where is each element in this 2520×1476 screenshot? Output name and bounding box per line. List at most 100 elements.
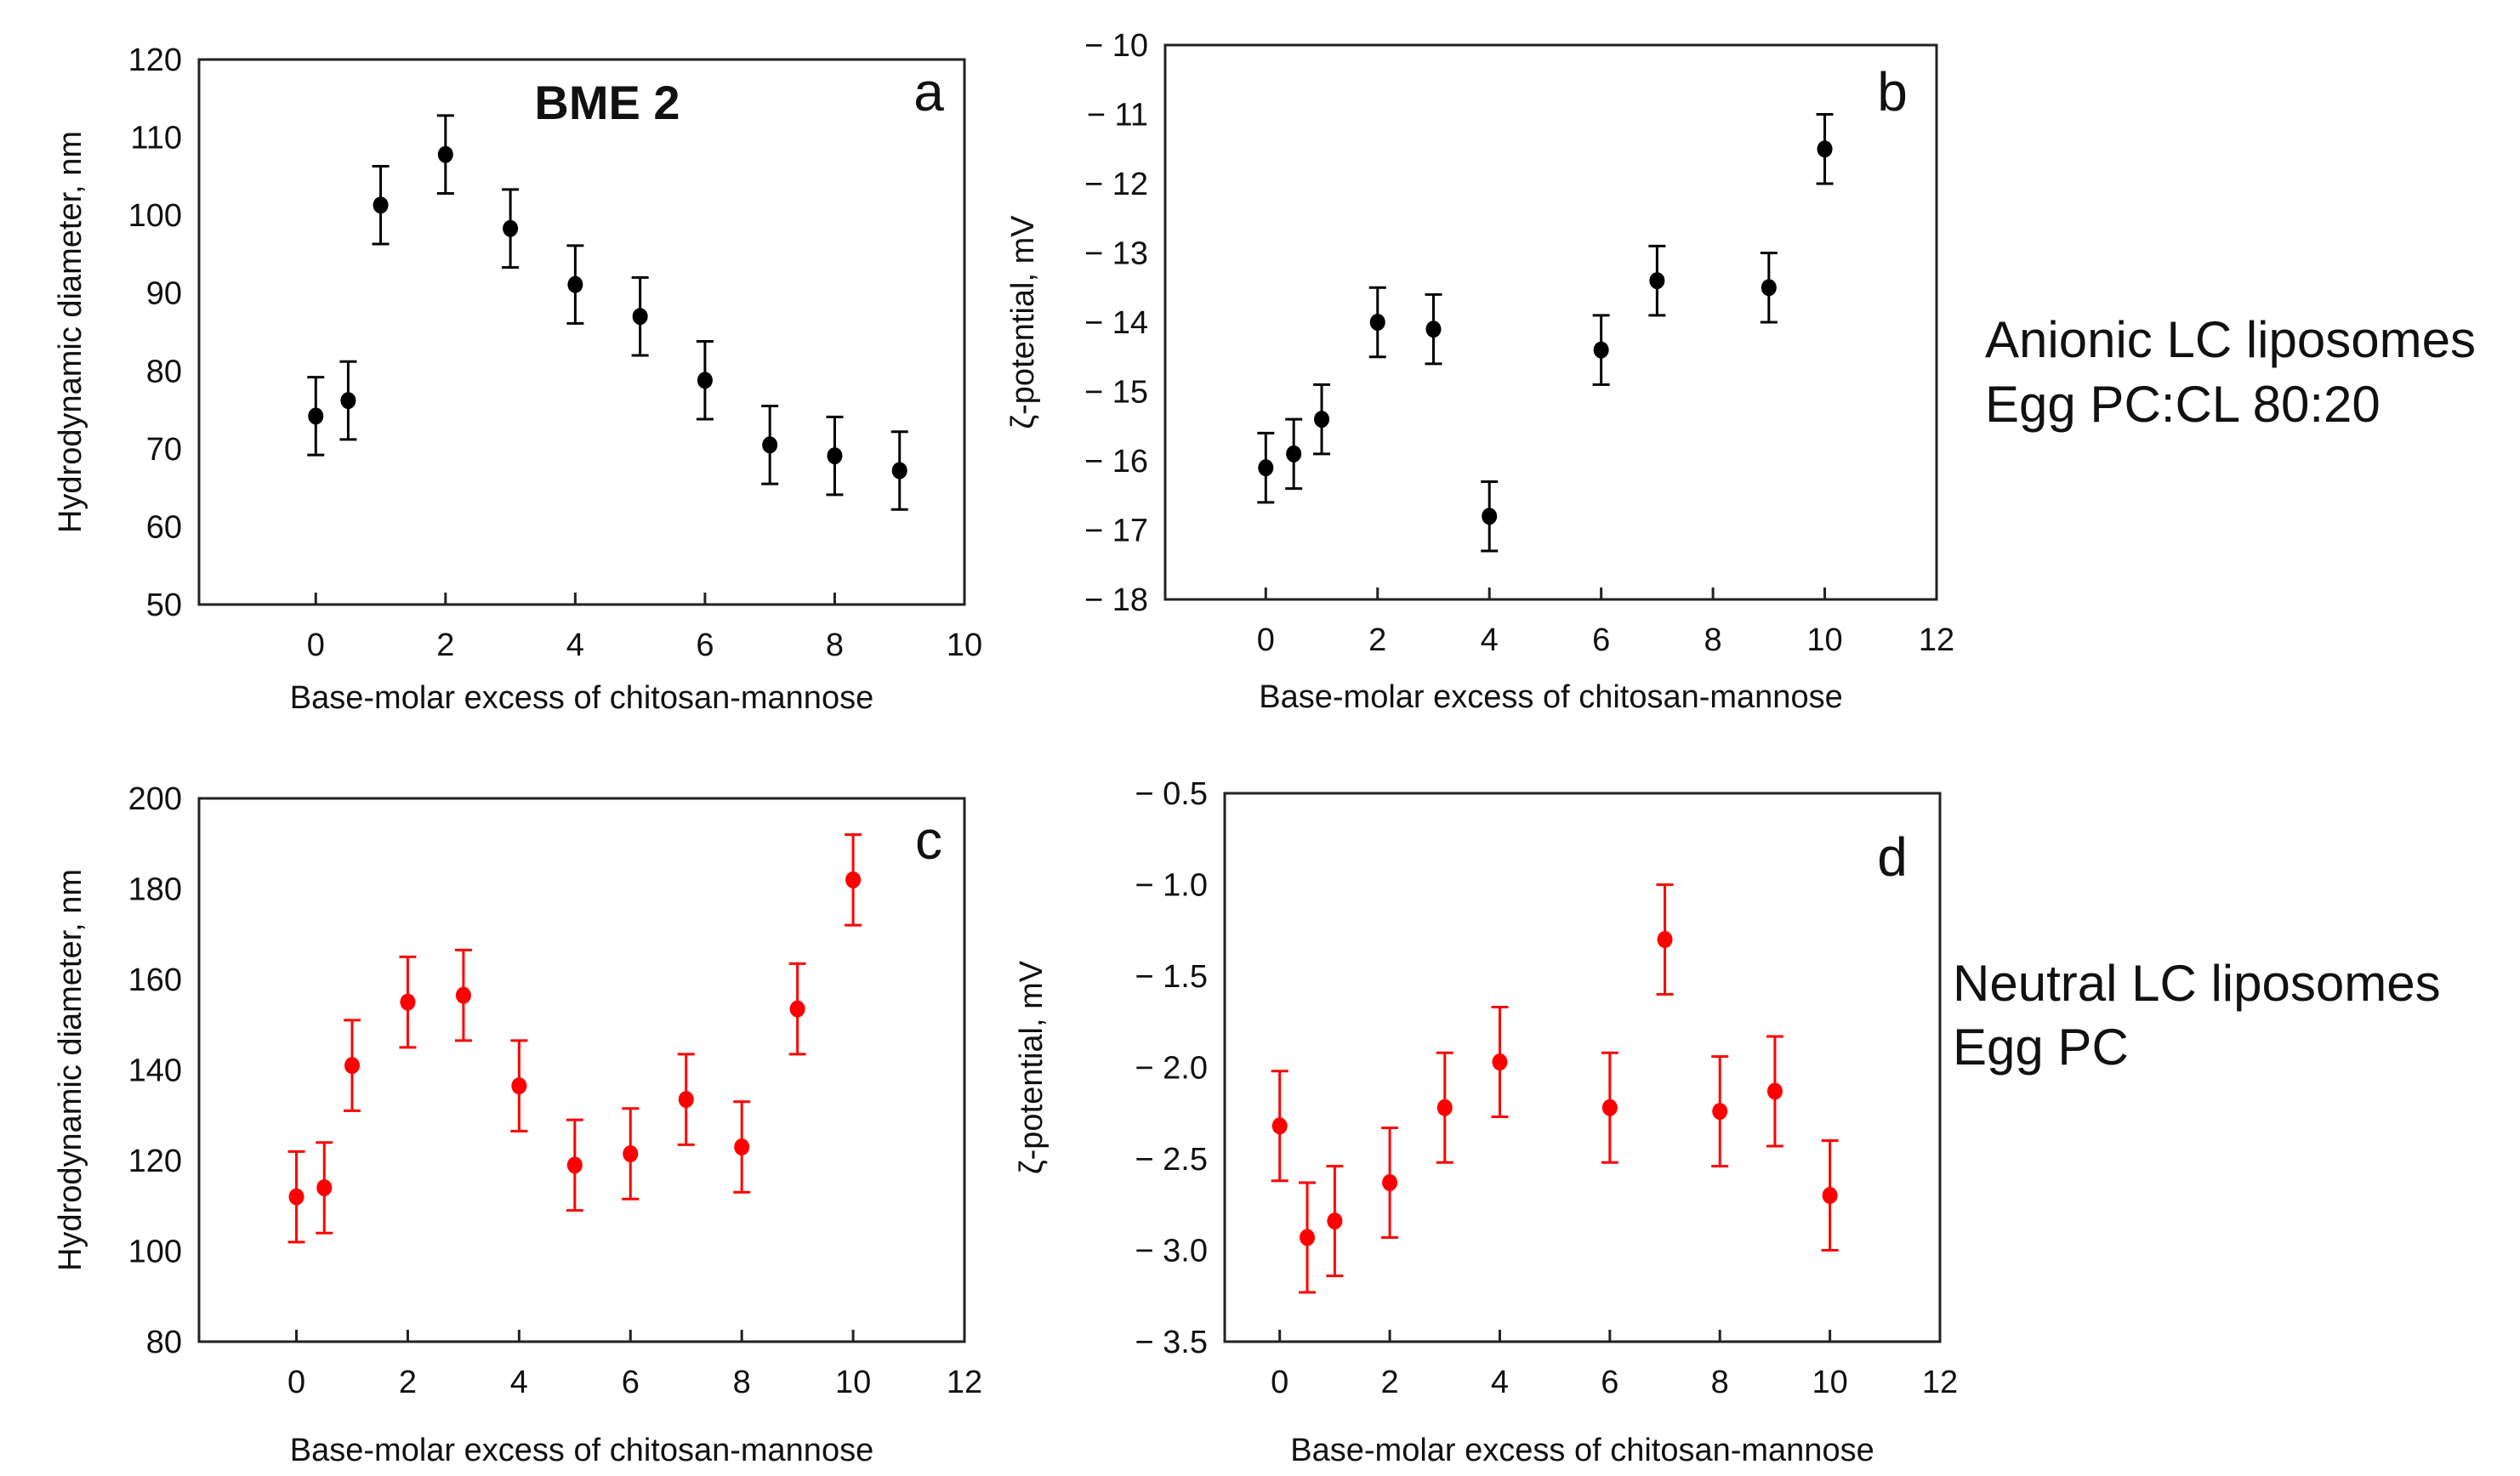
y-tick-label: 70 xyxy=(146,432,182,468)
data-point xyxy=(307,376,325,457)
marker xyxy=(1657,931,1673,948)
marker xyxy=(1601,1098,1618,1116)
x-tick-label: 6 xyxy=(696,627,714,663)
x-tick-label: 12 xyxy=(947,1365,982,1400)
x-tick-label: 2 xyxy=(399,1365,417,1400)
x-tick-label: 12 xyxy=(1919,622,1954,658)
marker xyxy=(1382,1173,1398,1191)
data-point xyxy=(502,188,520,269)
y-tick-label: − 17 xyxy=(1084,514,1148,549)
marker xyxy=(891,462,907,480)
y-tick-label: − 12 xyxy=(1084,167,1148,202)
y-tick-label: 100 xyxy=(128,198,182,234)
x-axis-label: Base-molar excess of chitosan-mannose xyxy=(290,680,873,716)
y-tick-label: 140 xyxy=(128,1053,182,1089)
x-tick-label: 4 xyxy=(1491,1365,1509,1400)
y-tick-label: − 2.5 xyxy=(1135,1142,1208,1178)
data-point xyxy=(1760,252,1778,324)
y-tick-label: 200 xyxy=(128,781,182,817)
data-point xyxy=(1491,1006,1509,1119)
x-tick-label: 10 xyxy=(1812,1365,1847,1400)
marker xyxy=(1286,445,1302,463)
marker xyxy=(511,1077,527,1095)
marker xyxy=(762,436,778,454)
data-point xyxy=(566,244,584,325)
x-tick-label: 10 xyxy=(1806,622,1842,658)
data-point xyxy=(677,1053,695,1146)
x-axis-label: Base-molar excess of chitosan-mannose xyxy=(1290,1433,1874,1468)
data-point xyxy=(1313,383,1331,456)
panel-c: 0 2 4 6 8 10 12 80 100 120 140 160 180 200 Base-molar … xyxy=(53,781,982,1468)
marker xyxy=(1327,1212,1343,1230)
data-point xyxy=(696,339,714,421)
y-tick-label: − 13 xyxy=(1084,236,1148,272)
marker xyxy=(316,1178,333,1196)
data-point xyxy=(1601,1051,1618,1164)
y-tick-label: 110 xyxy=(130,121,182,156)
x-tick-label: 12 xyxy=(1922,1365,1958,1400)
marker xyxy=(288,1188,304,1206)
y-tick-label: 60 xyxy=(146,509,182,545)
data-point xyxy=(372,164,390,246)
marker xyxy=(437,145,453,163)
marker xyxy=(1593,341,1609,359)
data-point xyxy=(622,1107,640,1201)
y-tick-label: − 15 xyxy=(1084,375,1148,411)
x-tick-label: 6 xyxy=(622,1365,640,1400)
y-axis-label: Hydrodynamic diameter, nm xyxy=(53,869,88,1271)
marker xyxy=(340,392,356,410)
data-point xyxy=(344,1019,361,1112)
plot-frame xyxy=(1223,792,1942,1343)
marker xyxy=(1425,321,1442,338)
x-tick-label: 10 xyxy=(947,627,982,663)
panel-label: c xyxy=(915,809,942,871)
panel-label: d xyxy=(1877,826,1908,888)
annotation-neutral-composition: Egg PC xyxy=(1953,1019,2129,1076)
y-tick-label: − 0.5 xyxy=(1135,776,1208,812)
x-tick-label: 4 xyxy=(510,1365,528,1400)
y-tick-label: − 2.0 xyxy=(1135,1051,1208,1087)
panel-d: 0 2 4 6 8 10 12 − 3.5 − 3.0 − 2.5 − 2.0 − 1.5 − 1.0 −… xyxy=(1014,776,1958,1468)
data-point xyxy=(1425,292,1442,366)
data-point xyxy=(1711,1055,1729,1168)
marker xyxy=(678,1091,694,1109)
x-tick-label: 0 xyxy=(1271,1365,1288,1400)
data-point xyxy=(1592,314,1610,386)
panel-label: b xyxy=(1877,61,1908,122)
y-tick-label: 120 xyxy=(128,43,182,78)
data-point xyxy=(1821,1139,1839,1252)
data-point xyxy=(316,1141,333,1235)
y-tick-label: − 3.5 xyxy=(1135,1325,1208,1360)
x-tick-label: 10 xyxy=(835,1365,871,1400)
x-tick-label: 8 xyxy=(826,627,844,663)
x-tick-label: 8 xyxy=(733,1365,751,1400)
y-axis-label: ζ-potential, mV xyxy=(1014,960,1050,1174)
marker xyxy=(344,1057,360,1075)
plot-frame xyxy=(197,797,966,1343)
plot-frame xyxy=(197,58,966,606)
marker xyxy=(400,993,416,1011)
marker xyxy=(308,407,324,425)
marker xyxy=(1817,140,1833,158)
data-point xyxy=(399,955,417,1049)
marker xyxy=(789,1000,805,1018)
x-tick-label: 0 xyxy=(307,627,325,663)
data-point xyxy=(1648,244,1666,317)
data-point xyxy=(1381,1126,1399,1239)
y-tick-label: − 1.0 xyxy=(1135,868,1208,904)
y-tick-label: − 1.5 xyxy=(1135,959,1208,995)
data-point xyxy=(1368,286,1386,359)
y-axis-label: Hydrodynamic diameter, nm xyxy=(53,131,88,533)
data-point xyxy=(761,404,779,485)
marker xyxy=(1436,1098,1453,1116)
data-point xyxy=(1481,480,1499,553)
marker xyxy=(632,308,648,326)
panel-title: BME 2 xyxy=(534,76,680,129)
marker xyxy=(1822,1187,1838,1204)
data-point xyxy=(436,114,454,196)
data-point xyxy=(1816,113,1834,185)
marker xyxy=(1314,411,1330,429)
data-point xyxy=(287,1150,305,1244)
data-point xyxy=(1299,1181,1317,1294)
x-tick-label: 6 xyxy=(1601,1365,1618,1400)
